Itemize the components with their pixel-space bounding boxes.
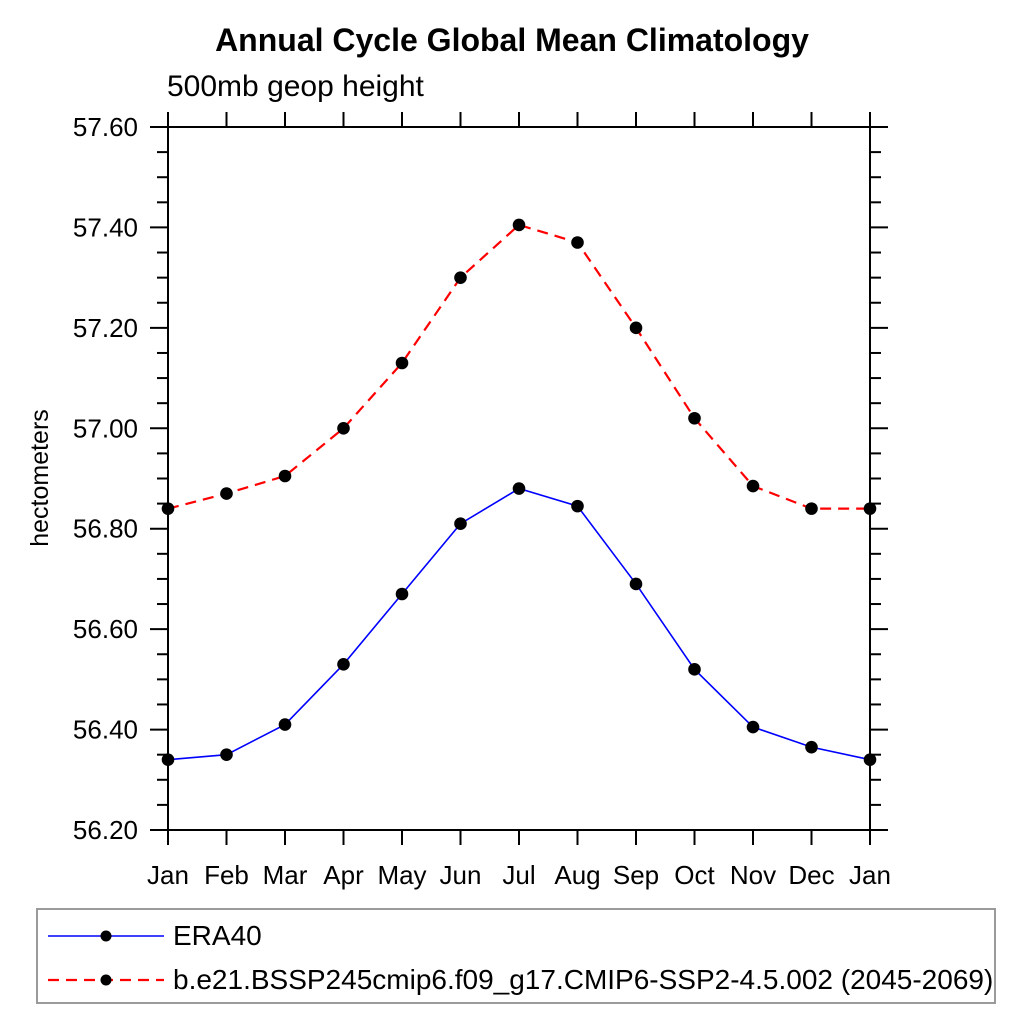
svg-text:56.20: 56.20 (73, 815, 138, 845)
svg-text:Dec: Dec (788, 860, 834, 890)
data-point-marker (688, 663, 701, 676)
data-point-marker (512, 482, 526, 495)
legend-row-model: b.e21.BSSP245cmip6.f09_g17.CMIP6-SSP2-4.… (38, 958, 994, 1002)
data-point-marker (688, 411, 701, 425)
legend-label-model: b.e21.BSSP245cmip6.f09_g17.CMIP6-SSP2-4.… (173, 964, 994, 995)
svg-text:Jun: Jun (440, 860, 482, 890)
data-point-marker (571, 236, 584, 249)
data-point-marker (278, 469, 292, 483)
svg-text:56.40: 56.40 (73, 715, 138, 745)
data-point-marker (571, 499, 584, 513)
legend-box: ERA40 b.e21.BSSP245cmip6.f09_g17.CMIP6-S… (36, 908, 996, 1004)
series-era40 (161, 482, 877, 766)
chart-subtitle: 500mb geop height (167, 70, 424, 103)
data-point-marker (161, 753, 175, 766)
svg-text:Oct: Oct (674, 860, 715, 890)
data-point-marker (161, 502, 175, 515)
data-point-marker (746, 720, 760, 734)
svg-text:Sep: Sep (613, 860, 659, 890)
data-point-marker (746, 479, 760, 493)
data-point-marker (220, 748, 233, 761)
svg-text:Feb: Feb (204, 860, 249, 890)
svg-text:Jul: Jul (502, 860, 535, 890)
y-ticks (150, 126, 888, 831)
data-point-marker (278, 718, 292, 731)
data-point-marker (395, 356, 409, 370)
svg-text:57.00: 57.00 (73, 413, 138, 443)
svg-text:56.80: 56.80 (73, 514, 138, 544)
svg-text:Jan: Jan (849, 860, 891, 890)
svg-text:56.60: 56.60 (73, 614, 138, 644)
x-tick-labels: Jan Feb Mar Apr May Jun Jul Aug Sep Oct Nov Dec Jan (147, 860, 891, 890)
svg-text:57.20: 57.20 (73, 313, 138, 343)
data-point-marker (863, 502, 877, 515)
x-ticks (167, 112, 871, 845)
data-point-marker (220, 487, 233, 500)
data-point-marker (337, 657, 350, 671)
legend-label-era40: ERA40 (173, 920, 262, 951)
svg-text:57.60: 57.60 (73, 112, 138, 142)
data-point-marker (629, 577, 643, 591)
svg-text:May: May (377, 860, 426, 890)
data-point-marker (629, 321, 643, 335)
data-point-marker (454, 517, 467, 530)
svg-text:Jan: Jan (147, 860, 189, 890)
data-point-marker (337, 421, 350, 435)
data-point-marker (805, 740, 818, 754)
data-point-marker (454, 271, 467, 284)
svg-text:Aug: Aug (554, 860, 600, 890)
chart-title: Annual Cycle Global Mean Climatology (215, 22, 809, 58)
svg-text:Mar: Mar (263, 860, 308, 890)
data-point-marker (863, 753, 877, 766)
y-tick-labels: 56.20 56.40 56.60 56.80 57.00 57.20 57.40 57.60 (73, 112, 138, 845)
svg-text:Nov: Nov (730, 860, 776, 890)
era40-line-sample-icon (48, 930, 164, 942)
svg-text:57.40: 57.40 (73, 212, 138, 242)
model-line-sample-icon (48, 974, 164, 986)
series-model (161, 218, 877, 515)
legend-row-era40: ERA40 (38, 914, 994, 958)
data-point-marker (805, 502, 818, 515)
plot-area: 56.20 56.40 56.60 56.80 57.00 57.20 57.40 57.60… (73, 112, 891, 890)
data-point-marker (512, 218, 526, 232)
svg-text:Apr: Apr (323, 860, 364, 890)
data-point-marker (395, 587, 409, 601)
